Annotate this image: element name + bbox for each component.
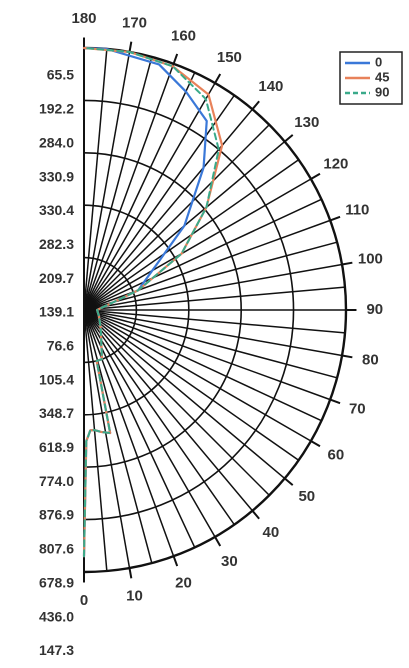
grid-spoke — [83, 309, 300, 461]
grid-spoke — [83, 309, 322, 422]
angle-axis-label: 80 — [362, 351, 379, 368]
grid-spoke — [83, 309, 312, 442]
legend-label-0: 0 — [375, 54, 382, 69]
grid-spoke — [83, 178, 312, 311]
legend-label-45: 45 — [375, 69, 389, 84]
radial-axis-label: 678.9 — [39, 575, 74, 591]
radial-axis-label: 330.4 — [39, 202, 74, 218]
grid-spoke — [83, 309, 286, 479]
grid-spoke — [83, 72, 196, 311]
radial-axis-label: 76.6 — [47, 338, 74, 354]
grid-spoke — [83, 309, 270, 496]
grid-spoke — [83, 82, 216, 311]
grid-spoke — [83, 286, 346, 311]
angle-axis-label: 10 — [126, 587, 143, 604]
grid-spoke — [83, 63, 175, 311]
grid-spoke — [83, 309, 346, 334]
grid-spoke — [83, 124, 270, 311]
grid-spoke — [83, 309, 343, 357]
polar-grid — [83, 37, 357, 583]
grid-spoke — [83, 309, 331, 401]
grid-spoke — [83, 219, 331, 311]
angle-tick — [251, 510, 260, 520]
radial-axis-labels: 65.5 192.2 284.0 330.9 330.4 282.3 209.7 139.1 7… — [39, 67, 74, 659]
grid-spoke — [83, 309, 153, 564]
grid-spoke — [83, 51, 131, 311]
series-lines — [82, 46, 224, 558]
radial-axis-label: 348.7 — [39, 405, 74, 421]
angle-tick — [329, 215, 341, 222]
grid-spoke — [83, 309, 131, 569]
grid-spoke — [83, 309, 338, 379]
radial-axis-label: 330.9 — [39, 168, 74, 184]
radial-axis-label: 147.3 — [39, 642, 74, 658]
series-line-90 — [83, 47, 220, 558]
angle-axis-label: 100 — [358, 250, 383, 267]
legend-label-90: 90 — [375, 84, 389, 99]
angle-axis-label: 50 — [298, 488, 315, 505]
radial-axis-label: 209.7 — [39, 270, 74, 286]
angle-tick — [214, 73, 222, 84]
angle-axis-label: 130 — [294, 114, 319, 131]
radial-axis-label: 282.3 — [39, 236, 74, 252]
angle-axis-label: 160 — [171, 28, 196, 45]
angle-tick — [128, 41, 133, 53]
grid-spoke — [83, 309, 253, 512]
angle-axis-label: 110 — [345, 201, 369, 218]
radial-axis-label: 876.9 — [39, 507, 74, 523]
angle-axis-label: 40 — [263, 524, 280, 541]
grid-spoke — [83, 309, 216, 538]
grid-spoke — [83, 263, 343, 311]
angle-tick — [251, 100, 260, 110]
angle-axis-label: 140 — [258, 78, 283, 95]
angle-axis-label: 60 — [328, 446, 345, 463]
grid-spoke — [83, 309, 175, 557]
angle-axis-label: 90 — [366, 301, 383, 318]
grid-spoke — [83, 94, 235, 311]
radial-axis-label: 65.5 — [47, 67, 74, 83]
angle-tick — [172, 53, 179, 65]
radial-axis-label: 139.1 — [39, 304, 74, 320]
angle-axis-label: 0 — [80, 592, 88, 609]
angle-axis-label: 30 — [221, 553, 238, 570]
angle-axis-label: 20 — [175, 574, 192, 591]
angle-tick — [284, 134, 294, 143]
angle-tick — [284, 477, 294, 486]
angle-tick — [310, 440, 321, 448]
radial-axis-label: 774.0 — [39, 473, 74, 489]
radial-axis-label: 618.9 — [39, 439, 74, 455]
angle-axis-label: 170 — [122, 15, 147, 32]
grid-spoke — [83, 241, 338, 311]
radial-axis-label: 807.6 — [39, 541, 74, 557]
angle-tick — [310, 172, 321, 180]
grid-spoke — [83, 108, 253, 311]
angle-tick — [329, 398, 341, 405]
grid-spoke — [83, 56, 153, 311]
angle-axis-label: 120 — [323, 156, 348, 173]
angle-tick — [341, 354, 353, 359]
angle-axis-label: 180 — [71, 10, 96, 27]
angle-axis-labels: 0 10 20 30 40 50 60 70 80 90 100 110 120 130 140 150 160… — [71, 10, 383, 609]
grid-spoke — [83, 309, 235, 526]
angle-tick — [214, 536, 222, 547]
angle-axis-label: 70 — [349, 400, 366, 417]
radial-axis-label: 436.0 — [39, 608, 74, 624]
angle-tick — [172, 555, 179, 567]
grid-spoke — [83, 48, 108, 311]
angle-tick — [341, 261, 353, 266]
grid-spoke — [83, 198, 322, 311]
angle-axis-label: 150 — [217, 49, 242, 66]
angle-tick — [128, 567, 133, 579]
radial-axis-label: 284.0 — [39, 134, 74, 150]
radial-axis-label: 192.2 — [39, 101, 74, 117]
radial-axis-label: 105.4 — [39, 371, 74, 387]
grid-spoke — [83, 309, 108, 572]
